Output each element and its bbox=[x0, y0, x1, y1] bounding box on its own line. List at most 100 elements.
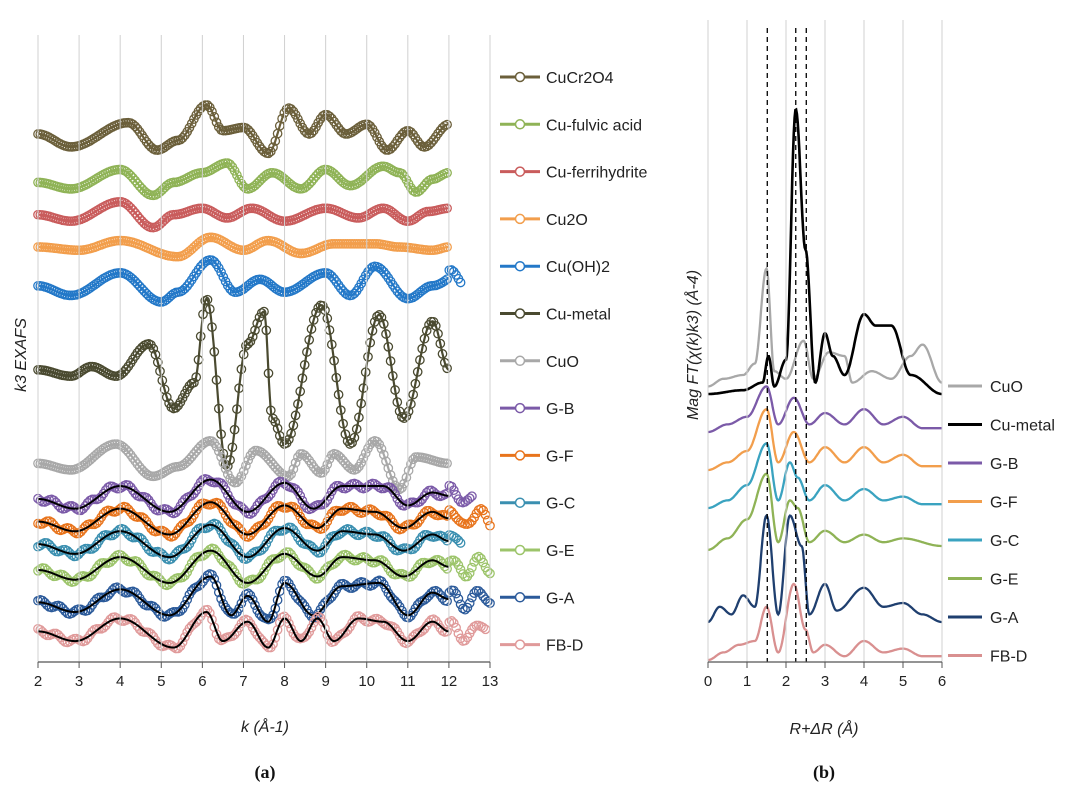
panel-a-data-point bbox=[374, 310, 385, 320]
panel-a-plot bbox=[33, 100, 495, 654]
panel-a-data-point bbox=[211, 580, 222, 591]
panel-a-data-point bbox=[320, 623, 330, 634]
panel-b-legend-label: G-F bbox=[990, 495, 1018, 512]
panel-a-data-point bbox=[243, 338, 254, 349]
panel-b-legend-label: G-A bbox=[990, 610, 1019, 627]
panel-a-data-point bbox=[397, 291, 407, 302]
panel-a-label: (a) bbox=[255, 762, 276, 783]
panel-a-data-point bbox=[141, 220, 152, 231]
panel-a-data-point bbox=[274, 586, 285, 597]
panel-a-data-point bbox=[322, 630, 333, 640]
panel-a-data-point bbox=[202, 294, 213, 305]
panel-a-data-point bbox=[442, 168, 452, 178]
panel-a-data-point bbox=[390, 489, 400, 499]
panel-a-data-point bbox=[213, 446, 224, 457]
panel-a-data-point bbox=[186, 534, 197, 545]
panel-a-data-point bbox=[69, 527, 80, 537]
panel-a-x-tick-label: 13 bbox=[482, 673, 499, 690]
panel-a-legend-label: FB-D bbox=[546, 638, 583, 655]
panel-a-data-point bbox=[250, 325, 260, 336]
panel-a-x-tick-label: 10 bbox=[358, 673, 375, 690]
panel-a-x-tick-label: 11 bbox=[400, 673, 416, 690]
panel-a-data-point bbox=[467, 562, 477, 573]
panel-a-x-tick-label: 4 bbox=[116, 673, 124, 690]
panel-a-data-point bbox=[259, 146, 269, 157]
panel-a-data-point bbox=[467, 491, 477, 502]
panel-b-x-tick-label: 2 bbox=[782, 673, 790, 690]
panel-a-data-point bbox=[442, 626, 452, 637]
panel-a-legend: CuCr2O4 Cu-fulvic acid Cu-ferrihydrite Cu2O… bbox=[500, 70, 647, 655]
panel-a-data-point bbox=[272, 284, 283, 295]
panel-a-data-point bbox=[424, 175, 434, 186]
panel-a-data-point bbox=[476, 588, 486, 599]
panel-a-data-point bbox=[356, 457, 367, 468]
panel-a-series-4 bbox=[33, 255, 466, 307]
panel-b-legend: CuO Cu-metal G-B G-F G-C G-E G-A FB-D bbox=[948, 379, 1055, 666]
panel-a-data-point bbox=[378, 449, 389, 460]
panel-a-data-point bbox=[222, 536, 233, 547]
panel-b-axes: 0 1 2 3 4 5 6 bbox=[704, 20, 946, 690]
panel-a-data-point bbox=[464, 493, 475, 504]
panel-a-data-point bbox=[478, 557, 489, 568]
panel-a-data-point bbox=[304, 566, 315, 576]
panel-a-x-tick-label: 12 bbox=[441, 673, 458, 690]
panel-a-data-point bbox=[464, 598, 475, 608]
panel-b-legend-label: G-C bbox=[990, 533, 1019, 550]
panel-a-data-point bbox=[453, 593, 464, 604]
panel-a-data-point bbox=[189, 377, 199, 388]
panel-a-data-point bbox=[290, 457, 301, 468]
panel-a-data-point bbox=[175, 606, 186, 616]
panel-a-legend-label: Cu2O bbox=[546, 212, 588, 229]
panel-a-data-point bbox=[232, 170, 242, 180]
panel-a-legend-marker bbox=[514, 402, 526, 414]
panel-a-data-point bbox=[376, 576, 387, 587]
panel-a-data-point bbox=[259, 566, 269, 577]
panel-a-data-point bbox=[378, 266, 389, 277]
panel-a-legend-label: Cu-metal bbox=[546, 307, 611, 324]
panel-a-data-point bbox=[360, 448, 371, 458]
panel-a-data-point bbox=[320, 498, 330, 508]
panel-b-label: (b) bbox=[813, 762, 835, 783]
panel-a-data-point bbox=[455, 633, 466, 644]
panel-a-data-point bbox=[243, 455, 254, 466]
panel-b-x-tick-label: 4 bbox=[860, 673, 868, 690]
panel-a-legend-marker bbox=[514, 71, 526, 83]
panel-a-data-point bbox=[132, 123, 143, 134]
panel-a-data-point bbox=[209, 544, 220, 554]
panel-a-data-point bbox=[458, 603, 468, 614]
panel-a-data-point bbox=[482, 566, 493, 577]
panel-a-data-point bbox=[302, 452, 312, 463]
panel-a-data-point bbox=[261, 538, 272, 549]
panel-a-data-point bbox=[236, 598, 247, 609]
panel-a-axes: 2 3 4 5 6 7 8 9 10 11 12 13 bbox=[34, 35, 499, 690]
panel-a-data-point bbox=[189, 510, 199, 520]
panel-a-legend-marker bbox=[514, 639, 526, 650]
panel-a-data-point bbox=[381, 456, 391, 467]
panel-a-data-point bbox=[286, 582, 296, 593]
panel-a-data-point bbox=[322, 459, 333, 470]
panel-a-data-point bbox=[421, 325, 432, 336]
panel-a-x-tick-label: 5 bbox=[157, 673, 165, 690]
panel-b-x-tick-label: 1 bbox=[743, 673, 751, 690]
panel-a-data-point bbox=[453, 535, 464, 546]
panel-a-x-axis-title: k (Å-1) bbox=[241, 717, 289, 736]
panel-a-legend-label: G-F bbox=[546, 448, 574, 465]
panel-a-data-point bbox=[469, 588, 480, 598]
panel-a-data-point bbox=[161, 392, 172, 403]
panel-a-data-point bbox=[198, 234, 208, 245]
panel-a-data-point bbox=[207, 106, 217, 117]
panel-a-x-tick-label: 6 bbox=[198, 673, 206, 690]
panel-a-data-point bbox=[329, 273, 339, 284]
panel-a-data-point bbox=[254, 573, 265, 584]
panel-a-data-point bbox=[180, 599, 190, 610]
panel-a-data-point bbox=[177, 133, 188, 143]
panel-a-data-point bbox=[218, 505, 229, 516]
panel-a-data-point bbox=[216, 267, 226, 278]
panel-a-data-point bbox=[311, 307, 321, 318]
panel-a-data-point bbox=[415, 597, 425, 608]
panel-a-data-point bbox=[313, 303, 324, 313]
panel-a-data-point bbox=[268, 142, 278, 153]
panel-a-data-point bbox=[478, 622, 489, 633]
panel-a-data-point bbox=[288, 464, 299, 474]
panel-a-data-point bbox=[469, 621, 480, 632]
